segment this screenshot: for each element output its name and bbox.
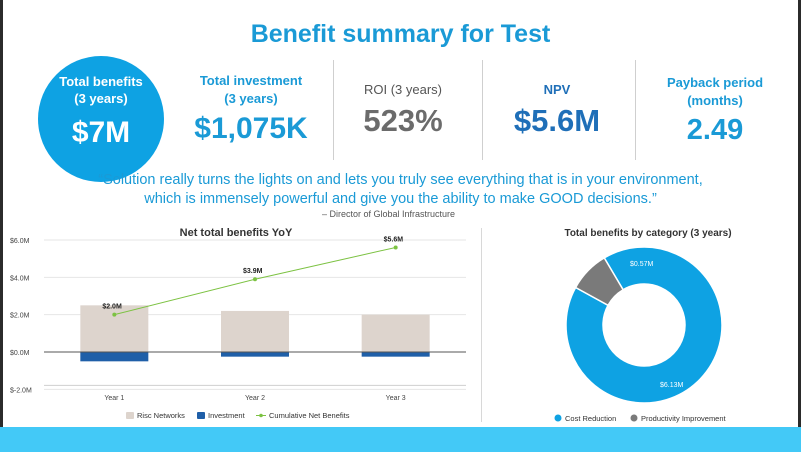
total-benefits-label-line2: (3 years): [74, 91, 128, 106]
total-investment-label: Total investment (3 years): [178, 72, 324, 108]
roi-label: ROI (3 years): [363, 82, 442, 97]
bar-investment: [361, 352, 430, 357]
total-investment-label-line2: (3 years): [224, 91, 278, 106]
net-benefits-chart: Net total benefits YoY $-2.0M $0.0M $2.0M $4…: [10, 227, 466, 420]
legend-swatch-cost-reduction: [554, 414, 562, 422]
npv-label: NPV: [543, 82, 571, 97]
npv-value: $5.6M: [513, 103, 601, 138]
legend-label-cost-reduction: Cost Reduction: [565, 414, 616, 423]
total-benefits-label-line1: Total benefits: [59, 74, 143, 89]
payback-label-line1: Payback period: [666, 75, 764, 90]
y-tick-label: $0.0M: [10, 350, 30, 357]
total-investment-label-line1: Total investment: [199, 73, 303, 88]
left-edge-bar: [0, 0, 3, 452]
cumulative-point: [112, 312, 117, 317]
chart-separator: [481, 228, 482, 422]
bar-risc-networks: [361, 314, 430, 352]
legend-swatch-risc: [126, 412, 134, 419]
legend-swatch-investment: [197, 412, 205, 419]
cumulative-data-label: $5.6M: [384, 236, 404, 243]
legend-marker-cumulative: [259, 413, 263, 418]
cumulative-point: [393, 245, 398, 250]
page-title: Benefit summary for Test: [250, 20, 551, 48]
cumulative-data-label: $2.0M: [102, 304, 122, 311]
benefits-by-category-chart: Total benefits by category (3 years) $6.1…: [554, 228, 732, 423]
bar-risc-networks: [221, 310, 289, 352]
customer-quote: “Solution really turns the lights on and…: [0, 171, 801, 209]
quote-line1: “Solution really turns the lights on and…: [98, 172, 703, 188]
payback-label-line2: (months): [687, 93, 743, 108]
total-benefits-circle: Total benefits (3 years) $7M: [38, 56, 164, 182]
kpi-divider: [482, 60, 483, 160]
legend-label-cumulative: Cumulative Net Benefits: [269, 411, 350, 420]
payback-value: 2.49: [686, 114, 744, 146]
total-benefits-label: Total benefits (3 years): [38, 73, 164, 107]
legend-label-productivity: Productivity Improvement: [641, 414, 727, 423]
total-benefits-value: $7M: [71, 116, 131, 149]
bar-risc-networks: [80, 305, 149, 352]
donut-slice: [565, 246, 723, 404]
bar-investment: [221, 352, 289, 357]
cumulative-data-label: $3.9M: [243, 268, 263, 275]
roi-kpi: ROI (3 years) 523%: [338, 81, 468, 139]
payback-label: Payback period (months): [640, 74, 790, 110]
donut-chart-title: Total benefits by category (3 years): [564, 228, 731, 239]
y-tick-label: $-2.0M: [10, 387, 32, 394]
legend-swatch-productivity: [630, 414, 638, 422]
quote-line2: which is immensely powerful and give you…: [144, 191, 657, 207]
slice-data-label: $0.57M: [630, 261, 654, 268]
kpi-divider: [333, 60, 334, 160]
slice-data-label: $6.13M: [660, 382, 684, 389]
bar-chart-title: Net total benefits YoY: [180, 227, 293, 239]
legend-label-risc: Risc Networks: [137, 411, 185, 420]
donut-slice: [574, 256, 625, 307]
roi-value: 523%: [363, 103, 443, 138]
x-tick-label: Year 1: [104, 395, 124, 402]
legend-label-investment: Investment: [208, 411, 246, 420]
total-investment-kpi: Total investment (3 years) $1,075K: [178, 72, 324, 146]
y-tick-label: $2.0M: [10, 313, 30, 320]
bottom-band: [0, 427, 801, 452]
kpi-divider: [635, 60, 636, 160]
bar-investment: [80, 352, 149, 362]
quote-attribution: – Director of Global Infrastructure: [322, 209, 456, 219]
x-tick-label: Year 2: [245, 395, 265, 402]
total-investment-value: $1,075K: [194, 112, 308, 145]
y-tick-label: $6.0M: [10, 238, 30, 245]
payback-kpi: Payback period (months) 2.49: [640, 74, 790, 147]
right-edge-bar: [798, 0, 801, 452]
y-tick-label: $4.0M: [10, 275, 30, 282]
cumulative-point: [253, 277, 257, 282]
npv-kpi: NPV $5.6M: [487, 81, 627, 139]
x-tick-label: Year 3: [386, 395, 406, 402]
